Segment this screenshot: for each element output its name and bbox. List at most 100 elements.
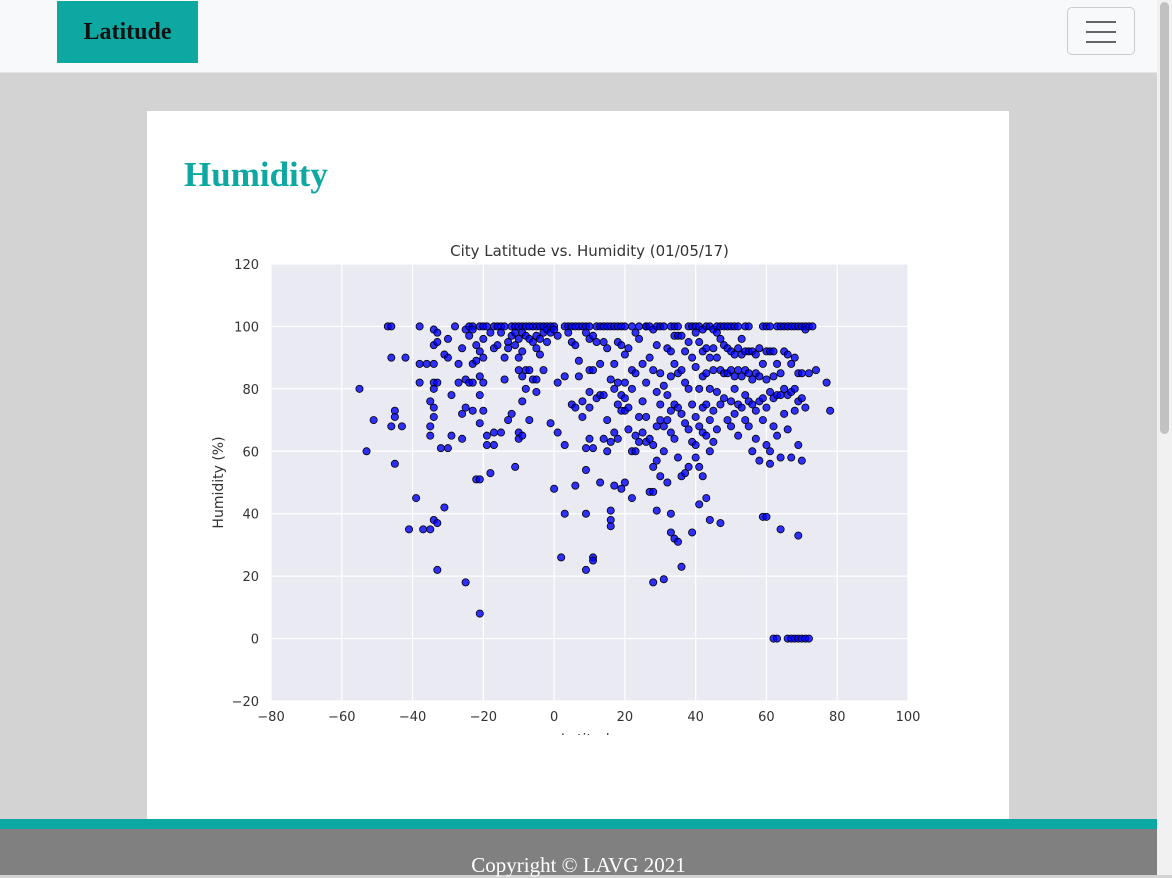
data-point bbox=[433, 378, 442, 387]
data-point bbox=[673, 403, 682, 412]
y-tick-label: 20 bbox=[242, 570, 259, 585]
data-point bbox=[702, 431, 711, 440]
data-point bbox=[461, 578, 470, 587]
data-point bbox=[415, 378, 424, 387]
data-point bbox=[468, 325, 477, 334]
data-point bbox=[606, 375, 615, 384]
data-point bbox=[769, 347, 778, 356]
y-tick-label: 100 bbox=[234, 320, 259, 335]
data-point bbox=[705, 353, 714, 362]
data-point bbox=[695, 422, 704, 431]
data-point bbox=[649, 462, 658, 471]
data-point bbox=[723, 416, 732, 425]
data-point bbox=[737, 372, 746, 381]
content-card: Humidity −80 −60 −40 −20 0 20 40 60 80 100 −20 0 20 4… bbox=[147, 111, 1009, 831]
data-point bbox=[479, 406, 488, 415]
data-point bbox=[571, 341, 580, 350]
data-point bbox=[804, 634, 813, 643]
data-point bbox=[493, 341, 502, 350]
data-point bbox=[652, 506, 661, 515]
data-point bbox=[790, 384, 799, 393]
data-point bbox=[677, 409, 686, 418]
data-point bbox=[709, 406, 718, 415]
data-point bbox=[794, 531, 803, 540]
data-point bbox=[472, 356, 481, 365]
data-point bbox=[610, 384, 619, 393]
data-point bbox=[521, 384, 530, 393]
data-point bbox=[620, 322, 629, 331]
data-point bbox=[592, 338, 601, 347]
data-point bbox=[518, 431, 527, 440]
data-point bbox=[627, 494, 636, 503]
footer-accent-stripe bbox=[0, 819, 1157, 829]
data-point bbox=[606, 522, 615, 531]
data-point bbox=[550, 484, 559, 493]
data-point bbox=[443, 444, 452, 453]
data-point bbox=[468, 378, 477, 387]
data-point bbox=[748, 400, 757, 409]
data-point bbox=[797, 369, 806, 378]
page-scrollbar[interactable] bbox=[1157, 0, 1172, 875]
data-point bbox=[574, 372, 583, 381]
data-point bbox=[433, 565, 442, 574]
data-point bbox=[475, 609, 484, 618]
data-point bbox=[762, 441, 771, 450]
data-point bbox=[652, 341, 661, 350]
page-heading: Humidity bbox=[184, 155, 328, 194]
data-point bbox=[727, 397, 736, 406]
data-point bbox=[475, 347, 484, 356]
navbar-brand[interactable]: Latitude bbox=[57, 1, 198, 63]
data-point bbox=[620, 378, 629, 387]
x-tick-label: 20 bbox=[617, 710, 634, 725]
data-point bbox=[645, 353, 654, 362]
data-point bbox=[773, 634, 782, 643]
data-point bbox=[624, 403, 633, 412]
scrollbar-thumb[interactable] bbox=[1160, 2, 1169, 434]
data-point bbox=[429, 403, 438, 412]
hamburger-menu-icon[interactable] bbox=[1067, 7, 1135, 55]
data-point bbox=[705, 515, 714, 524]
data-point bbox=[780, 384, 789, 393]
data-point bbox=[734, 431, 743, 440]
x-tick-label: 60 bbox=[758, 710, 775, 725]
data-point bbox=[479, 353, 488, 362]
data-point bbox=[525, 416, 534, 425]
data-point bbox=[801, 403, 810, 412]
data-point bbox=[709, 366, 718, 375]
data-point bbox=[695, 338, 704, 347]
data-point bbox=[797, 456, 806, 465]
data-point bbox=[794, 441, 803, 450]
data-point bbox=[581, 509, 590, 518]
data-point bbox=[589, 331, 598, 340]
data-point bbox=[518, 347, 527, 356]
data-point bbox=[765, 459, 774, 468]
data-point bbox=[744, 422, 753, 431]
data-point bbox=[599, 434, 608, 443]
data-point bbox=[497, 328, 506, 337]
data-point bbox=[663, 391, 672, 400]
data-point bbox=[532, 387, 541, 396]
data-point bbox=[638, 397, 647, 406]
data-point bbox=[535, 334, 544, 343]
x-tick-label: −60 bbox=[328, 710, 355, 725]
data-point bbox=[553, 428, 562, 437]
data-point bbox=[755, 372, 764, 381]
data-point bbox=[617, 484, 626, 493]
data-point bbox=[578, 397, 587, 406]
data-point bbox=[769, 422, 778, 431]
data-point bbox=[702, 344, 711, 353]
data-point bbox=[535, 350, 544, 359]
data-point bbox=[773, 431, 782, 440]
data-point bbox=[642, 412, 651, 421]
y-tick-label: 120 bbox=[234, 258, 259, 273]
data-point bbox=[638, 359, 647, 368]
data-point bbox=[447, 391, 456, 400]
data-point bbox=[458, 409, 467, 418]
data-point bbox=[762, 512, 771, 521]
data-point bbox=[712, 353, 721, 362]
data-point bbox=[589, 444, 598, 453]
data-point bbox=[620, 350, 629, 359]
data-point bbox=[649, 578, 658, 587]
data-point bbox=[486, 328, 495, 337]
data-point bbox=[613, 434, 622, 443]
